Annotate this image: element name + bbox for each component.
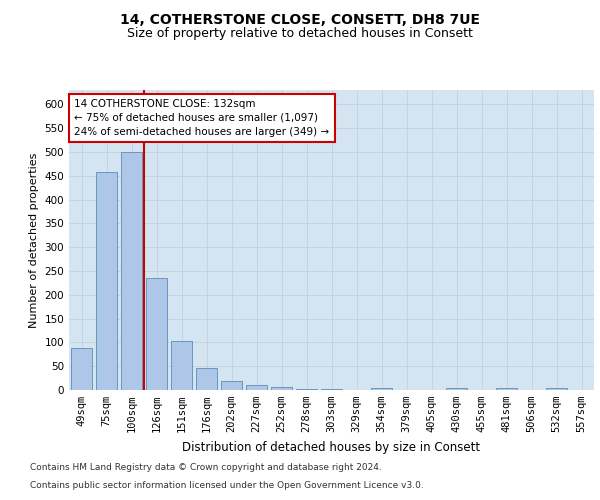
Bar bbox=[96, 172, 117, 390]
Text: 14, COTHERSTONE CLOSE, CONSETT, DH8 7UE: 14, COTHERSTONE CLOSE, CONSETT, DH8 7UE bbox=[120, 12, 480, 26]
Bar bbox=[71, 348, 92, 390]
Bar bbox=[221, 382, 242, 390]
Text: Contains public sector information licensed under the Open Government Licence v3: Contains public sector information licen… bbox=[30, 481, 424, 490]
Bar bbox=[446, 388, 467, 390]
Text: Contains HM Land Registry data © Crown copyright and database right 2024.: Contains HM Land Registry data © Crown c… bbox=[30, 464, 382, 472]
Text: Size of property relative to detached houses in Consett: Size of property relative to detached ho… bbox=[127, 28, 473, 40]
Bar bbox=[321, 388, 342, 390]
Text: 14 COTHERSTONE CLOSE: 132sqm
← 75% of detached houses are smaller (1,097)
24% of: 14 COTHERSTONE CLOSE: 132sqm ← 75% of de… bbox=[74, 99, 329, 137]
Bar bbox=[171, 341, 192, 390]
Bar bbox=[371, 388, 392, 390]
X-axis label: Distribution of detached houses by size in Consett: Distribution of detached houses by size … bbox=[182, 440, 481, 454]
Bar bbox=[246, 385, 267, 390]
Bar bbox=[296, 388, 317, 390]
Bar bbox=[121, 152, 142, 390]
Bar bbox=[546, 388, 567, 390]
Bar bbox=[271, 386, 292, 390]
Y-axis label: Number of detached properties: Number of detached properties bbox=[29, 152, 39, 328]
Bar bbox=[496, 388, 517, 390]
Bar bbox=[196, 368, 217, 390]
Bar bbox=[146, 278, 167, 390]
